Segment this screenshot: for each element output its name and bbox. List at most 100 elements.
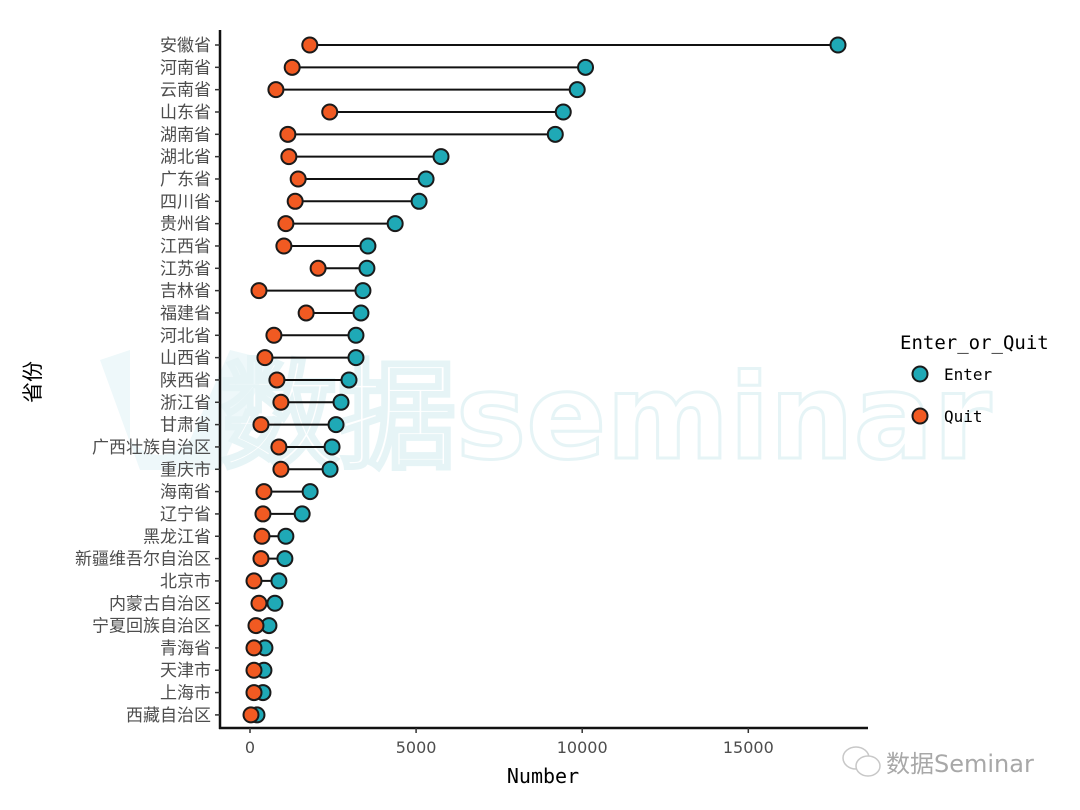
x-tick-label: 5000 xyxy=(396,738,437,757)
enter-point xyxy=(301,483,319,501)
y-tick-label: 湖南省 xyxy=(160,125,211,145)
quit-point xyxy=(245,639,263,657)
dumbbell-row xyxy=(245,684,272,702)
dumbbell-row xyxy=(301,36,847,54)
enter-point xyxy=(293,505,311,523)
enter-point xyxy=(277,527,295,545)
dumbbell-row xyxy=(245,639,274,657)
quit-point xyxy=(272,393,290,411)
y-tick-label: 四川省 xyxy=(160,192,211,212)
enter-point xyxy=(347,349,365,367)
enter-point xyxy=(410,192,428,210)
quit-point xyxy=(242,706,260,724)
dumbbell-row xyxy=(255,483,319,501)
quit-point xyxy=(279,125,297,143)
y-tick-label: 江苏省 xyxy=(160,259,211,279)
dumbbell-row xyxy=(253,527,295,545)
wechat-icon xyxy=(842,746,881,777)
quit-dot-icon xyxy=(911,407,929,425)
y-tick-label: 青海省 xyxy=(160,639,211,659)
dumbbell-row xyxy=(267,81,586,99)
x-axis-title: Number xyxy=(507,764,579,788)
y-tick-label: 河北省 xyxy=(160,326,211,346)
dumbbell-row xyxy=(250,594,284,612)
watermark-logo-icon xyxy=(100,350,270,470)
y-tick-label: 安徽省 xyxy=(160,36,211,56)
legend-item-quit: Quit xyxy=(911,407,983,426)
y-tick-label: 辽宁省 xyxy=(160,505,211,525)
quit-point xyxy=(253,527,271,545)
y-tick-label: 内蒙古自治区 xyxy=(109,594,211,614)
enter-point xyxy=(829,36,847,54)
y-tick-label: 新疆维吾尔自治区 xyxy=(75,550,211,570)
enter-point xyxy=(358,259,376,277)
quit-point xyxy=(301,36,319,54)
legend: Enter_or_Quit Enter Quit xyxy=(900,332,1049,426)
quit-point xyxy=(309,259,327,277)
dumbbell-row xyxy=(245,572,288,590)
enter-point xyxy=(577,58,595,76)
dumbbell-row xyxy=(252,550,294,568)
dumbbell-row xyxy=(272,460,339,478)
corner-watermark-text: 数据Seminar xyxy=(886,750,1034,778)
y-tick-label: 海南省 xyxy=(160,483,211,503)
y-tick-label: 山东省 xyxy=(160,103,211,123)
dumbbell-row xyxy=(277,215,404,233)
y-tick-label: 吉林省 xyxy=(160,282,211,302)
quit-point xyxy=(270,438,288,456)
quit-point xyxy=(247,617,265,635)
dumbbell-row xyxy=(297,304,370,322)
quit-point xyxy=(268,371,286,389)
enter-point xyxy=(340,371,358,389)
quit-point xyxy=(280,148,298,166)
enter-point xyxy=(554,103,572,121)
dumbbell-row xyxy=(256,349,365,367)
quit-point xyxy=(272,460,290,478)
x-axis: 0 5000 10000 15000 xyxy=(219,726,868,757)
y-tick-label: 福建省 xyxy=(160,304,211,324)
quit-point xyxy=(250,594,268,612)
quit-point xyxy=(256,349,274,367)
dumbbell-row xyxy=(254,505,311,523)
dumbbell-row xyxy=(321,103,572,121)
enter-dot-icon xyxy=(911,365,929,383)
legend-title: Enter_or_Quit xyxy=(900,332,1049,354)
quit-point xyxy=(289,170,307,188)
enter-point xyxy=(270,572,288,590)
enter-point xyxy=(568,81,586,99)
dumbbell-row xyxy=(309,259,376,277)
dumbbell-row xyxy=(286,192,428,210)
enter-point xyxy=(352,304,370,322)
x-tick-label: 15000 xyxy=(723,738,774,757)
enter-point xyxy=(276,550,294,568)
quit-point xyxy=(267,81,285,99)
corner-watermark: 数据Seminar xyxy=(842,746,1034,778)
enter-point xyxy=(321,460,339,478)
dumbbell-row xyxy=(289,170,435,188)
dumbbell-row xyxy=(242,706,266,724)
enter-point xyxy=(266,594,284,612)
quit-point xyxy=(245,572,263,590)
dumbbell-row xyxy=(275,237,377,255)
dumbbell-row xyxy=(247,617,278,635)
quit-point xyxy=(277,215,295,233)
y-tick-label: 天津市 xyxy=(160,661,211,681)
quit-point xyxy=(265,326,283,344)
enter-point xyxy=(386,215,404,233)
y-tick-label: 江西省 xyxy=(160,237,211,257)
enter-point xyxy=(546,125,564,143)
enter-point xyxy=(323,438,341,456)
dumbbell-row xyxy=(250,282,372,300)
quit-point xyxy=(297,304,315,322)
x-tick-label: 0 xyxy=(245,738,255,757)
enter-point xyxy=(359,237,377,255)
quit-point xyxy=(245,661,263,679)
y-axis-title: 省份 xyxy=(21,361,45,403)
y-tick-label: 上海市 xyxy=(160,684,211,704)
quit-point xyxy=(254,505,272,523)
y-tick-label: 重庆市 xyxy=(160,460,211,480)
dumbbell-row xyxy=(272,393,350,411)
y-tick-label: 黑龙江省 xyxy=(143,527,211,547)
quit-point xyxy=(252,416,270,434)
y-tick-label: 广东省 xyxy=(160,170,211,190)
